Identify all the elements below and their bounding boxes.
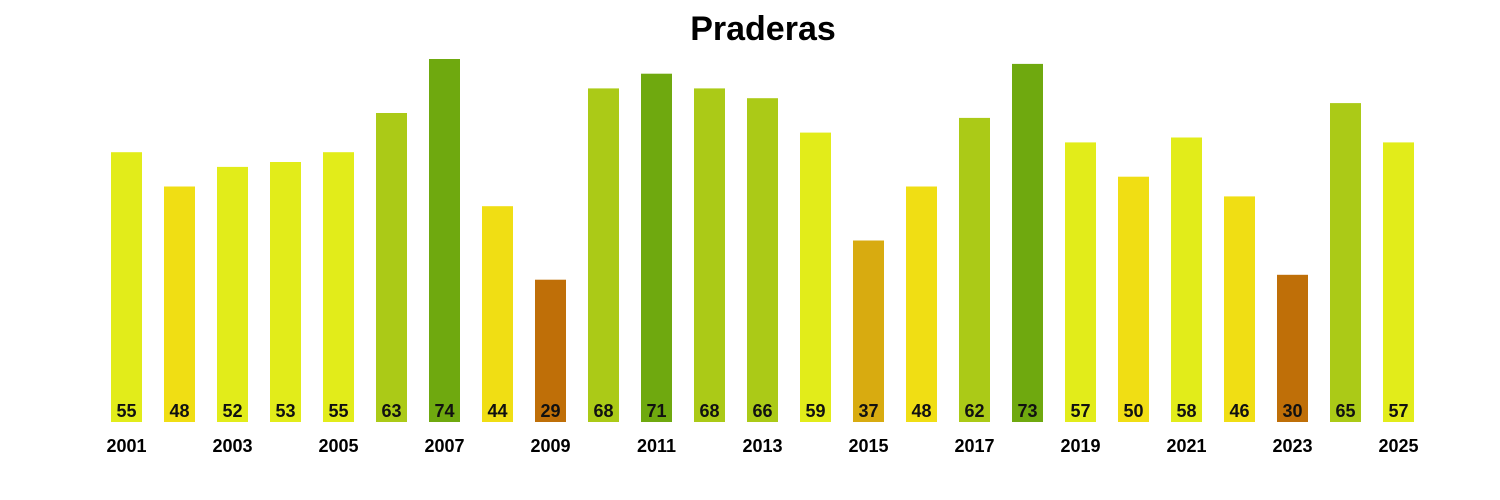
x-axis-ticks: 2001 2003 2005 2007 2009 2011 2013 2015 2017 2019… xyxy=(106,436,1418,456)
bar-2005 xyxy=(323,152,354,422)
bar-2006 xyxy=(376,113,407,422)
bar-2011 xyxy=(641,73,672,422)
value-label-2009: 29 xyxy=(540,401,560,421)
x-tick-2021: 2021 xyxy=(1166,436,1206,456)
value-label-2008: 44 xyxy=(487,401,507,421)
value-label-2023: 30 xyxy=(1282,401,1302,421)
value-labels-group: 55 48 52 53 55 63 74 44 29 68 71 68 66 59 37 48 62 73 57 50… xyxy=(116,401,1408,421)
bars-group xyxy=(111,59,1414,423)
x-tick-2009: 2009 xyxy=(530,436,570,456)
x-tick-2015: 2015 xyxy=(848,436,888,456)
bar-2010 xyxy=(588,88,619,423)
bar-2003 xyxy=(217,166,248,422)
bar-2025 xyxy=(1383,142,1414,422)
value-label-2005: 55 xyxy=(328,401,348,421)
value-label-2011: 71 xyxy=(646,401,666,421)
value-label-2012: 68 xyxy=(699,401,719,421)
x-tick-2011: 2011 xyxy=(637,436,676,456)
x-tick-2007: 2007 xyxy=(424,436,464,456)
bar-2019 xyxy=(1065,142,1096,422)
value-label-2006: 63 xyxy=(381,401,401,421)
bar-2015 xyxy=(853,240,884,422)
chart-title: Praderas xyxy=(690,10,836,48)
x-tick-2003: 2003 xyxy=(212,436,252,456)
x-tick-2023: 2023 xyxy=(1272,436,1312,456)
bar-2023 xyxy=(1277,274,1308,422)
value-label-2015: 37 xyxy=(858,401,878,421)
x-tick-2025: 2025 xyxy=(1378,436,1418,456)
bar-2020 xyxy=(1118,176,1149,422)
x-tick-2001: 2001 xyxy=(106,436,146,456)
x-tick-2005: 2005 xyxy=(318,436,358,456)
bar-2016 xyxy=(906,186,937,422)
bar-2018 xyxy=(1012,63,1043,423)
value-label-2018: 73 xyxy=(1017,401,1037,421)
bar-2014 xyxy=(800,132,831,422)
value-label-2020: 50 xyxy=(1123,401,1143,421)
x-tick-2017: 2017 xyxy=(954,436,994,456)
value-label-2019: 57 xyxy=(1070,401,1090,421)
bar-2004 xyxy=(270,162,301,422)
value-label-2001: 55 xyxy=(116,401,136,421)
value-label-2004: 53 xyxy=(275,401,295,421)
value-label-2003: 52 xyxy=(222,401,242,421)
value-label-2025: 57 xyxy=(1388,401,1408,421)
bar-2008 xyxy=(482,206,513,422)
value-label-2021: 58 xyxy=(1176,401,1196,421)
bar-2022 xyxy=(1224,196,1255,422)
value-label-2016: 48 xyxy=(911,401,931,421)
value-label-2010: 68 xyxy=(593,401,613,421)
bar-2024 xyxy=(1330,103,1361,422)
value-label-2014: 59 xyxy=(805,401,825,421)
bar-2001 xyxy=(111,152,142,422)
bar-2007 xyxy=(429,59,460,422)
bar-2009 xyxy=(535,279,566,422)
value-label-2013: 66 xyxy=(752,401,772,421)
value-label-2022: 46 xyxy=(1229,401,1249,421)
value-label-2017: 62 xyxy=(964,401,984,421)
x-tick-2019: 2019 xyxy=(1060,436,1100,456)
bar-2012 xyxy=(694,88,725,423)
bar-2017 xyxy=(959,117,990,423)
value-label-2024: 65 xyxy=(1335,401,1355,421)
x-tick-2013: 2013 xyxy=(742,436,782,456)
bar-2021 xyxy=(1171,137,1202,422)
bar-2002 xyxy=(164,186,195,422)
bar-2013 xyxy=(747,98,778,422)
value-label-2002: 48 xyxy=(169,401,189,421)
value-label-2007: 74 xyxy=(434,401,454,421)
